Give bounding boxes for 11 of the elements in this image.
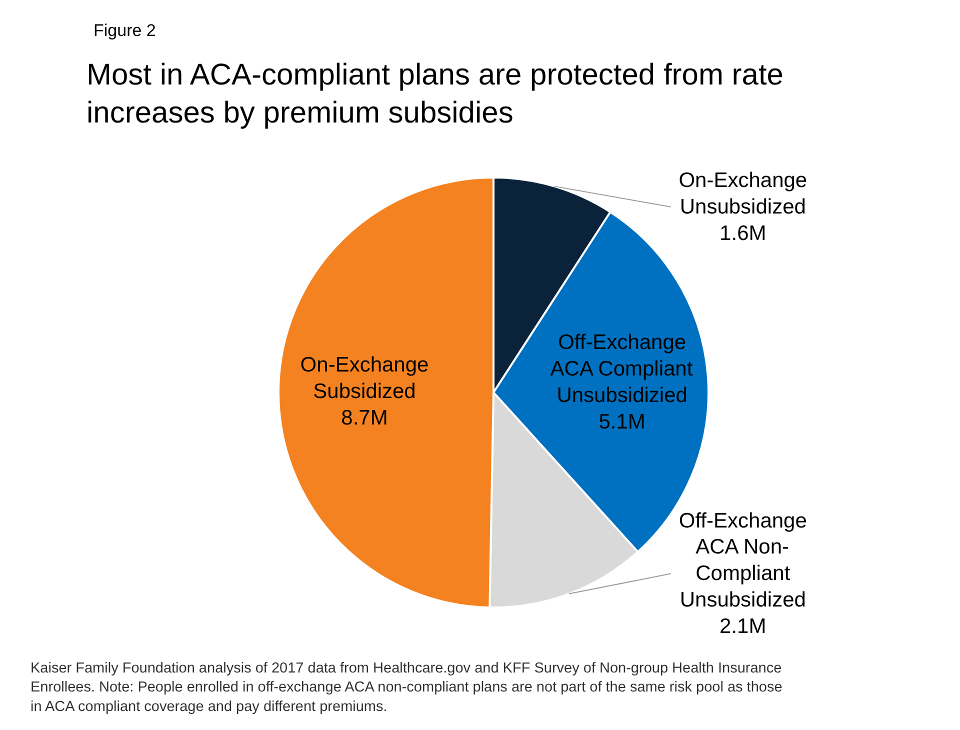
data-label: 1.6M <box>720 222 766 245</box>
data-label: 5.1M <box>598 410 646 434</box>
data-label: 2.1M <box>720 615 766 638</box>
slice-label: On-Exchange Unsubsidized <box>678 168 808 218</box>
data-label: 8.7M <box>341 406 388 430</box>
text: Figure 2 <box>94 21 156 40</box>
slice-label: On-Exchange Subsidized <box>300 353 429 403</box>
chart-title: Most in ACA-compliant plans are protected from rate increases by premium subsidies <box>86 58 784 130</box>
slice-label: Off-Exchange ACA Non- Compliant Unsubsidized <box>678 509 807 612</box>
text: Kaiser Family Foundation analysis of 2017 data from Healthcare.gov and KFF Survey of Non-group Health Insurance Enrollees. Note: People enrolled in off-exchange ACA non-compliant plans are not part of the same risk pool as those in ACA compliant coverage and pay different premiums. <box>30 660 782 715</box>
slice-label: Off-Exchange ACA Compliant Unsubsidizied <box>550 330 693 407</box>
